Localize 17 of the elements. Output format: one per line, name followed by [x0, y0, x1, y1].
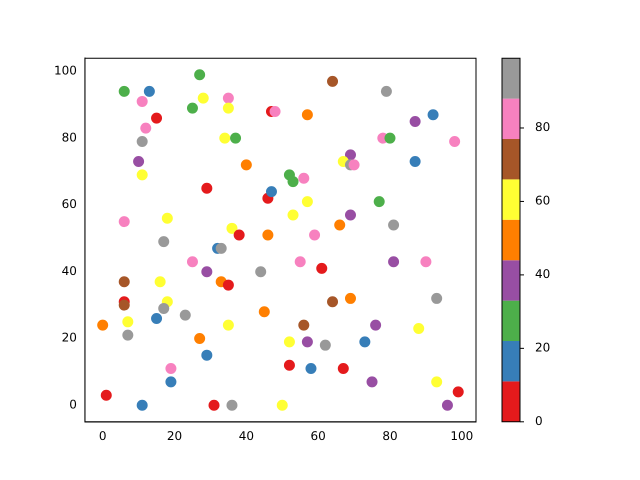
color-bar-label: 0: [535, 414, 543, 428]
y-tick-label: 60: [62, 197, 77, 212]
x-tick-label: 60: [310, 429, 326, 444]
x-tick-label: 100: [450, 429, 474, 444]
y-tick-label: 100: [54, 64, 77, 78]
x-tick-label: 80: [382, 429, 398, 444]
y-tick-label: 20: [62, 330, 77, 345]
y-tick-label: 40: [62, 264, 77, 278]
color-bar-label: 80: [535, 120, 550, 134]
color-bar-label: 60: [535, 194, 550, 208]
y-tick-label: 0: [69, 397, 77, 412]
y-tick-label: 80: [62, 130, 77, 144]
color-bar-label: 40: [535, 267, 550, 282]
x-tick-label: 40: [238, 429, 254, 444]
x-tick-label: 0: [98, 429, 106, 444]
x-tick-label: 20: [166, 429, 182, 444]
color-bar-label: 20: [535, 340, 550, 354]
